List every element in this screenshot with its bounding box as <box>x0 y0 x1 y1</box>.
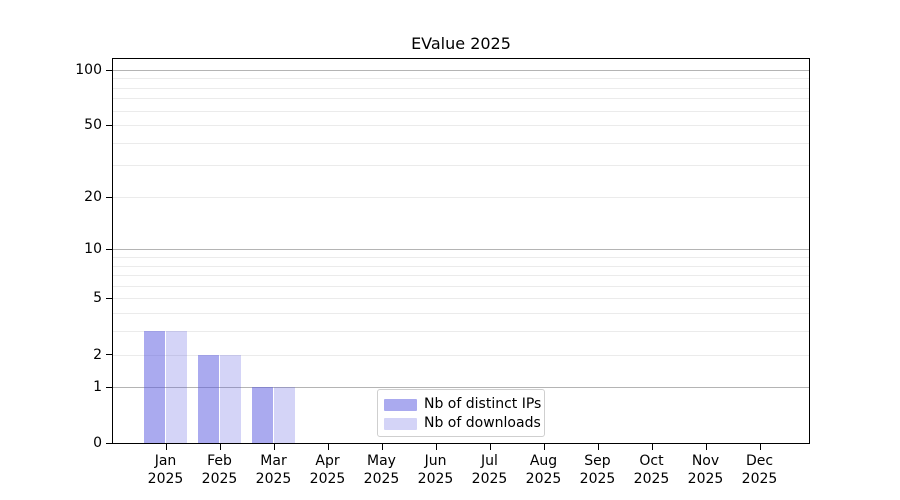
legend-swatch-distinct-ips <box>384 398 417 411</box>
legend-label-downloads: Nb of downloads <box>424 415 541 431</box>
plot-area <box>112 58 810 444</box>
gridline-minor <box>113 110 809 112</box>
x-tick-mark <box>327 444 329 450</box>
x-tick-label-line: Jan <box>154 453 177 469</box>
gridline-minor <box>113 98 809 100</box>
gridline-minor <box>113 298 809 300</box>
gridline-minor <box>113 265 809 267</box>
x-tick-label-line: Oct <box>639 453 664 469</box>
bar-nb-of-distinct-ips-feb-2025 <box>197 354 220 443</box>
x-tick-label-sep-2025: Sep 2025 <box>565 452 631 488</box>
y-tick-mark <box>106 354 112 355</box>
gridline-minor <box>113 196 809 198</box>
x-tick-mark <box>597 444 599 450</box>
gridline-minor <box>113 142 809 144</box>
y-tick-label: 5 <box>93 290 102 307</box>
x-tick-label-line: Feb <box>207 453 232 469</box>
y-tick-mark <box>106 125 112 126</box>
y-tick-mark <box>106 249 112 250</box>
y-tick-mark <box>106 443 112 444</box>
gridline-major <box>113 69 809 71</box>
x-tick-label-line: 2025 <box>201 471 238 487</box>
gridline-minor <box>113 331 809 333</box>
legend: Nb of distinct IPs Nb of downloads <box>377 389 545 437</box>
x-tick-mark <box>543 444 545 450</box>
gridline-minor <box>113 87 809 89</box>
x-tick-label-line: 2025 <box>525 471 562 487</box>
x-tick-label-jan-2025: Jan 2025 <box>133 452 199 488</box>
gridline-minor <box>113 285 809 287</box>
x-tick-label-line: Apr <box>315 453 340 469</box>
x-tick-label-nov-2025: Nov 2025 <box>673 452 739 488</box>
y-tick-label: 20 <box>84 188 102 205</box>
x-tick-label-line: 2025 <box>579 471 616 487</box>
legend-item-downloads: Nb of downloads <box>384 414 541 433</box>
y-tick-label: 2 <box>93 346 102 363</box>
x-tick-label-line: 2025 <box>255 471 292 487</box>
y-tick-label: 1 <box>93 379 102 396</box>
x-tick-mark <box>759 444 761 450</box>
gridline-minor <box>113 313 809 315</box>
x-tick-label-dec-2025: Dec 2025 <box>727 452 793 488</box>
x-tick-label-line: 2025 <box>417 471 454 487</box>
x-tick-label-mar-2025: Mar 2025 <box>241 452 307 488</box>
gridline-major <box>113 249 809 251</box>
x-tick-label-line: 2025 <box>471 471 508 487</box>
x-tick-label-line: 2025 <box>147 471 184 487</box>
x-tick-mark <box>489 444 491 450</box>
y-tick-label: 10 <box>84 241 102 258</box>
x-tick-label-line: 2025 <box>363 471 400 487</box>
bar-nb-of-distinct-ips-mar-2025 <box>251 387 274 443</box>
gridline-minor <box>113 257 809 258</box>
x-tick-label-oct-2025: Oct 2025 <box>619 452 685 488</box>
x-tick-label-line: Dec <box>745 453 774 469</box>
gridline-minor <box>113 354 809 356</box>
gridline-minor <box>113 165 809 167</box>
x-tick-label-jul-2025: Jul 2025 <box>457 452 523 488</box>
legend-item-distinct-ips: Nb of distinct IPs <box>384 395 542 414</box>
bar-nb-of-downloads-mar-2025 <box>273 387 296 443</box>
legend-label-distinct-ips: Nb of distinct IPs <box>424 396 542 412</box>
bar-nb-of-downloads-jan-2025 <box>165 331 188 443</box>
x-tick-mark <box>381 444 383 450</box>
x-tick-label-line: 2025 <box>687 471 724 487</box>
gridline-major <box>113 387 809 389</box>
x-tick-mark <box>651 444 653 450</box>
x-tick-mark <box>273 444 275 450</box>
y-tick-label: 50 <box>84 117 102 134</box>
x-tick-label-line: May <box>367 453 396 469</box>
legend-swatch-downloads <box>384 417 417 430</box>
x-tick-label-line: Sep <box>584 453 611 469</box>
x-tick-label-line: Mar <box>260 453 287 469</box>
bar-nb-of-downloads-feb-2025 <box>219 354 242 443</box>
x-tick-label-line: Aug <box>529 453 558 469</box>
x-tick-mark <box>219 444 221 450</box>
x-tick-mark <box>705 444 707 450</box>
x-tick-label-aug-2025: Aug 2025 <box>511 452 577 488</box>
x-tick-label-line: 2025 <box>309 471 346 487</box>
x-tick-label-line: Nov <box>691 453 720 469</box>
y-tick-mark <box>106 70 112 71</box>
gridline-minor <box>113 78 809 80</box>
x-tick-mark <box>435 444 437 450</box>
gridline-minor <box>113 275 809 277</box>
y-tick-label: 100 <box>75 61 102 78</box>
chart-title: EValue 2025 <box>411 34 511 53</box>
x-tick-label-line: Jun <box>424 453 447 469</box>
x-tick-label-jun-2025: Jun 2025 <box>403 452 469 488</box>
gridline-minor <box>113 125 809 127</box>
y-tick-mark <box>106 387 112 388</box>
x-tick-label-feb-2025: Feb 2025 <box>187 452 253 488</box>
x-tick-label-line: Jul <box>481 453 498 469</box>
bar-nb-of-distinct-ips-jan-2025 <box>143 331 166 443</box>
x-tick-label-may-2025: May 2025 <box>349 452 415 488</box>
y-tick-mark <box>106 197 112 198</box>
x-tick-label-line: 2025 <box>633 471 670 487</box>
x-tick-label-apr-2025: Apr 2025 <box>295 452 361 488</box>
y-tick-label: 0 <box>93 435 102 452</box>
y-tick-mark <box>106 298 112 299</box>
x-tick-mark <box>165 444 167 450</box>
x-tick-label-line: 2025 <box>741 471 778 487</box>
